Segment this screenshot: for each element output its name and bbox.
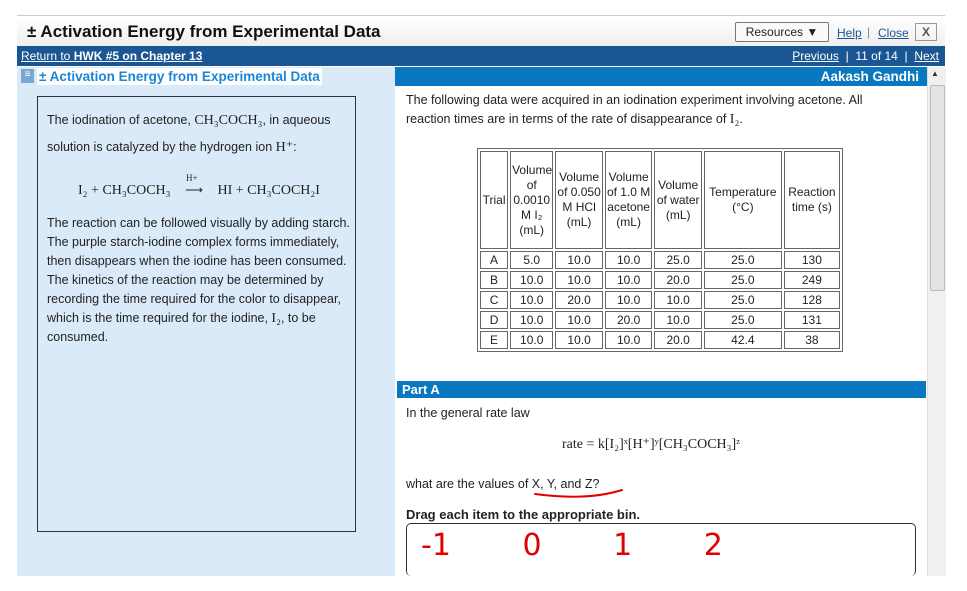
title-bar: ± Activation Energy from Experimental Da… [17, 15, 945, 47]
table-cell: 131 [783, 311, 840, 329]
help-link[interactable]: Help [837, 26, 862, 40]
table-cell: 38 [783, 331, 840, 349]
previous-link[interactable]: Previous [792, 49, 839, 63]
table-cell: 10.0 [555, 271, 603, 289]
resources-dropdown[interactable]: Resources ▼ [735, 22, 829, 42]
table-cell: 42.4 [703, 331, 782, 349]
rate-law: rate = k[I₂]ˣ[H⁺]ʸ[CH₃COCH₃]ᶻ [562, 437, 741, 452]
header: ≡ ± Activation Energy from Experimental … [17, 67, 927, 86]
column-header: Temperature (°C) [703, 151, 782, 249]
table-cell: 10.0 [654, 311, 702, 329]
table-cell: 10.0 [654, 291, 702, 309]
column-header: Volume of 1.0 M acetone (mL) [604, 151, 653, 249]
separator: | [867, 25, 871, 39]
table-row: B 10.0 10.0 10.0 20.0 25.0 249 [480, 271, 840, 289]
table-cell: 25.0 [703, 251, 782, 269]
table-cell: 130 [783, 251, 840, 269]
instruction: Drag each item to the appropriate bin. [406, 507, 641, 522]
table-row: A 5.0 10.0 10.0 25.0 25.0 130 [480, 251, 840, 269]
print-icon[interactable]: ≡ [21, 69, 34, 83]
window-title: ± Activation Energy from Experimental Da… [27, 22, 381, 41]
data-table: Trial Volume of 0.0010 M I₂ (mL) Volume of… [477, 148, 843, 352]
table-cell: 128 [783, 291, 840, 309]
close-icon[interactable]: X [915, 23, 937, 41]
table-cell: 10.0 [604, 251, 653, 269]
table-cell: 10.0 [510, 271, 554, 289]
underline-stroke [534, 489, 623, 498]
table-cell: 10.0 [555, 251, 603, 269]
table-cell: 20.0 [654, 271, 702, 289]
column-header: Volume of 0.050 M HCl (mL) [555, 151, 603, 249]
part-a-header[interactable]: Part A [397, 381, 926, 398]
table-cell: 10.0 [510, 311, 554, 329]
column-header: Volume of 0.0010 M I₂ (mL) [510, 151, 554, 249]
main-content: The following data were acquired in an i… [397, 86, 927, 576]
table-cell: A [480, 251, 509, 269]
table-cell: B [480, 271, 509, 289]
rate-intro: In the general rate law [406, 406, 530, 420]
table-cell: 25.0 [654, 251, 702, 269]
handwritten-annotation: -1 0 1 2 [421, 528, 723, 563]
user-name: Aakash Gandhi [820, 69, 919, 84]
table-row: E 10.0 10.0 10.0 20.0 42.4 38 [480, 331, 840, 349]
intro-paragraph-2: The reaction can be followed visually by… [47, 216, 350, 344]
reaction-equation: I₂ + CH₃COCH₃ H+ ⟶ HI + CH₃COCH₂I [78, 173, 320, 198]
close-link[interactable]: Close [878, 26, 909, 40]
scroll-thumb[interactable] [930, 85, 945, 291]
table-cell: 249 [783, 271, 840, 289]
intro-box: The iodination of acetone, CH₃COCH₃, in … [37, 96, 356, 532]
table-cell: 10.0 [555, 311, 603, 329]
table-cell: 10.0 [604, 331, 653, 349]
table-cell: 10.0 [510, 291, 554, 309]
column-header: Reaction time (s) [783, 151, 840, 249]
table-header: Trial Volume of 0.0010 M I₂ (mL) Volume of… [480, 151, 840, 249]
table-cell: E [480, 331, 509, 349]
column-header: Volume of water (mL) [654, 151, 702, 249]
column-header: Trial [480, 151, 509, 249]
table-cell: 25.0 [703, 271, 782, 289]
next-link[interactable]: Next [914, 49, 939, 63]
nav-bar: Return to HWK #5 on Chapter 13 Previous … [17, 46, 945, 66]
table-cell: 5.0 [510, 251, 554, 269]
data-intro: The following data were acquired in an i… [406, 93, 863, 127]
table-row: D 10.0 10.0 20.0 10.0 25.0 131 [480, 311, 840, 329]
table-cell: 25.0 [703, 291, 782, 309]
question: what are the values of X, Y, and Z? [406, 477, 600, 491]
handwritten-underline [534, 489, 623, 498]
table-cell: 10.0 [510, 331, 554, 349]
table-cell: 25.0 [703, 311, 782, 329]
position-indicator: 11 of 14 [855, 49, 898, 63]
table-cell: 10.0 [604, 271, 653, 289]
table-cell: 20.0 [654, 331, 702, 349]
table-cell: 20.0 [555, 291, 603, 309]
table-cell: 10.0 [604, 291, 653, 309]
problem-title: ± Activation Energy from Experimental Da… [37, 68, 322, 85]
return-prefix: Return to [21, 49, 74, 63]
table-cell: 20.0 [604, 311, 653, 329]
intro-paragraph: The iodination of acetone, CH₃COCH₃, in … [47, 113, 331, 155]
table-cell: C [480, 291, 509, 309]
table-row: C 10.0 20.0 10.0 10.0 25.0 128 [480, 291, 840, 309]
intro-pane: The iodination of acetone, CH₃COCH₃, in … [17, 86, 395, 576]
table-cell: 10.0 [555, 331, 603, 349]
drag-bin-area[interactable]: -1 0 1 2 [406, 523, 916, 576]
scroll-up-icon[interactable]: ▲ [931, 69, 939, 78]
return-link[interactable]: HWK #5 on Chapter 13 [73, 49, 203, 63]
scrollbar[interactable]: ▲ [927, 67, 946, 576]
table-cell: D [480, 311, 509, 329]
